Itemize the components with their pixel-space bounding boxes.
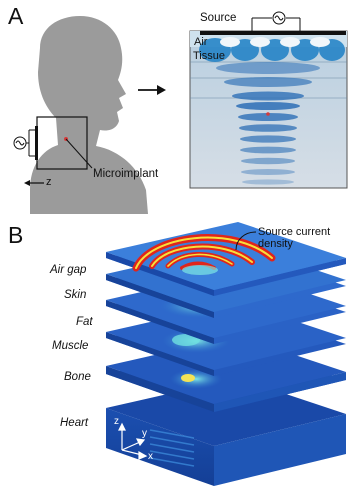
layer-label-skin: Skin <box>64 289 87 301</box>
layer-stack <box>106 222 346 486</box>
z-axis-arrow <box>24 180 44 186</box>
layer-label-muscle: Muscle <box>52 340 89 352</box>
transition-arrow <box>138 85 166 95</box>
microimplant-leader <box>65 138 93 169</box>
axis-y-label: y <box>142 428 147 439</box>
microimplant-label: Microimplant <box>93 168 159 180</box>
layer-label-bone: Bone <box>64 371 91 383</box>
source-density-leader <box>235 231 257 251</box>
axis-x-label: x <box>148 451 153 462</box>
layer-label-fat: Fat <box>76 316 93 328</box>
panel-a-letter: A <box>8 3 24 29</box>
head-silhouette <box>30 16 148 214</box>
source-circuit <box>200 11 346 35</box>
layer-label-air-gap: Air gap <box>50 264 87 276</box>
source-label: Source <box>200 12 237 24</box>
tissue-label: Tissue <box>193 50 225 62</box>
air-label: Air <box>194 36 208 48</box>
xyz-axes <box>118 422 148 460</box>
slab-air-gap <box>106 222 346 296</box>
panel-b-letter: B <box>8 222 24 248</box>
z-axis-label: z <box>46 176 52 188</box>
source-density-label: Source current density <box>258 226 331 250</box>
layer-label-heart: Heart <box>60 417 89 429</box>
coil-icon <box>13 126 38 160</box>
axis-z-label: z <box>114 416 119 427</box>
